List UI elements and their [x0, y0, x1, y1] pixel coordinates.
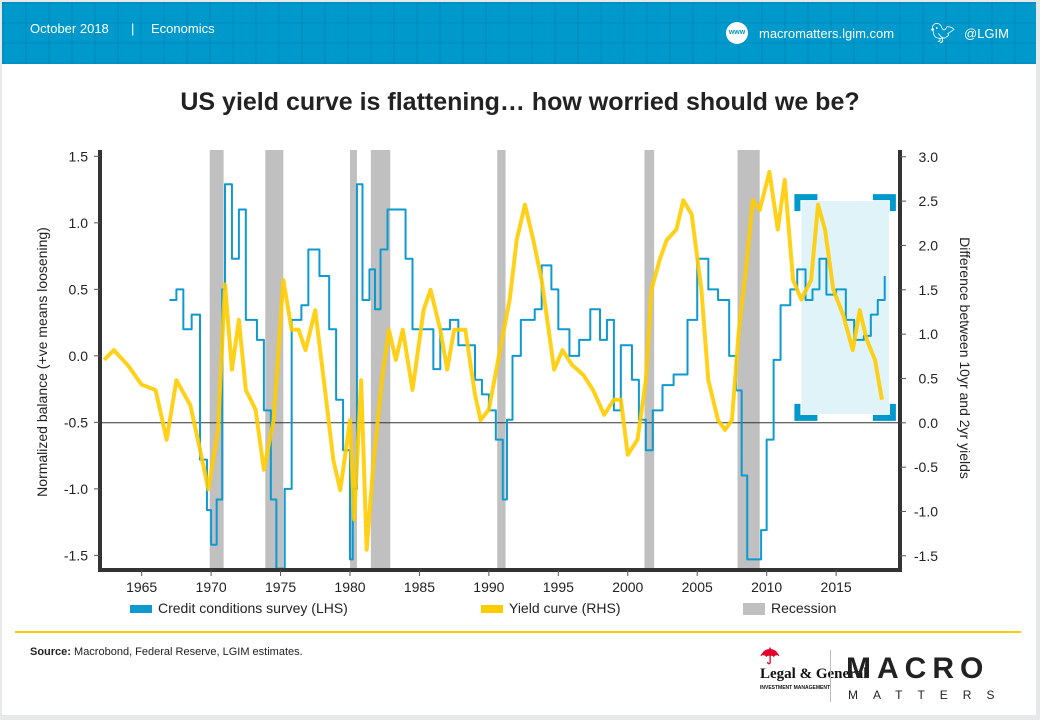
y-tick-label-right: -1.5 — [914, 548, 938, 564]
legend-item-recession: Recession — [743, 600, 836, 616]
recession-bar — [350, 150, 357, 570]
header-bar: October 2018 | Economics www macromatter… — [2, 2, 1036, 64]
footer-divider — [15, 631, 1021, 633]
x-tick-label: 1975 — [265, 579, 296, 595]
highlight-corner-bracket — [872, 403, 896, 421]
series-line-yield — [102, 169, 884, 552]
source-note: Source: Macrobond, Federal Reserve, LGIM… — [30, 646, 303, 658]
www-icon: www — [726, 22, 748, 44]
twitter-handle[interactable]: @LGIM — [964, 26, 1009, 41]
y-tick-label-right: 3.0 — [919, 149, 939, 165]
y-tick-label-right: 0.0 — [919, 415, 939, 431]
source-text: Macrobond, Federal Reserve, LGIM estimat… — [74, 646, 303, 658]
y-tick-label-left: 1.5 — [69, 148, 89, 164]
y-tick-label-right: 1.0 — [919, 326, 939, 342]
y-tick-label-right: -0.5 — [914, 459, 938, 475]
legend-label-recession: Recession — [771, 600, 837, 616]
x-tick-label: 1980 — [334, 579, 365, 595]
header-date: October 2018 — [30, 21, 109, 36]
recession-bar — [370, 150, 391, 570]
recession-bar — [265, 150, 284, 570]
y-tick-label-left: 0.0 — [69, 348, 89, 364]
x-tick-label: 2010 — [751, 579, 782, 595]
x-tick-label: 2000 — [612, 579, 643, 595]
legend-label-credit: Credit conditions survey (LHS) — [158, 600, 348, 616]
legend-swatch-credit — [130, 605, 152, 614]
y-tick-label-left: 0.5 — [69, 281, 89, 297]
recession-bar — [497, 150, 506, 570]
y-tick-label-right: 2.0 — [919, 237, 939, 253]
recession-bar — [644, 150, 655, 570]
legal-general-logo: ☂ Legal & General INVESTMENT MANAGEMENT — [760, 644, 868, 692]
macro-matters-logo: MACRO — [846, 652, 990, 685]
y-tick-label-left: -1.0 — [64, 481, 88, 497]
source-label: Source: — [30, 646, 71, 658]
header-section[interactable]: Economics — [151, 21, 215, 36]
recession-bar — [737, 150, 760, 570]
x-tick-label: 1970 — [196, 579, 227, 595]
x-tick-label: 1995 — [543, 579, 574, 595]
legend-item-credit: Credit conditions survey (LHS) — [130, 600, 348, 616]
y-tick-label-left: -1.5 — [64, 547, 88, 563]
x-tick-label: 2005 — [682, 579, 713, 595]
y-tick-label-left: 1.0 — [69, 215, 89, 231]
twitter-bird-icon: 🐦︎ — [930, 23, 956, 45]
chart-title: US yield curve is flattening… how worrie… — [180, 88, 860, 116]
legend-label-yield: Yield curve (RHS) — [509, 600, 621, 616]
x-tick-label: 1965 — [126, 579, 157, 595]
highlight-corner-bracket — [794, 403, 818, 421]
highlight-corner-bracket — [872, 194, 896, 212]
macro-matters-logo-sub: MATTERS — [848, 688, 1010, 702]
y-tick-label-left: -0.5 — [64, 414, 88, 430]
header-separator: | — [131, 21, 135, 36]
legend-item-yield: Yield curve (RHS) — [481, 600, 621, 616]
highlight-corner-bracket — [794, 194, 818, 212]
x-tick-label: 1990 — [473, 579, 504, 595]
y-tick-label-right: 1.5 — [919, 282, 939, 298]
website-link[interactable]: macromatters.lgim.com — [759, 26, 895, 41]
x-tick-label: 1985 — [404, 579, 435, 595]
y-tick-label-right: 2.5 — [919, 193, 939, 209]
legend-swatch-recession — [743, 603, 765, 616]
y-tick-label-right: -1.0 — [914, 503, 938, 519]
y-tick-label-right: 0.5 — [919, 370, 939, 386]
logo-divider — [830, 650, 831, 702]
legend-swatch-yield — [481, 605, 503, 614]
x-tick-label: 2015 — [821, 579, 852, 595]
